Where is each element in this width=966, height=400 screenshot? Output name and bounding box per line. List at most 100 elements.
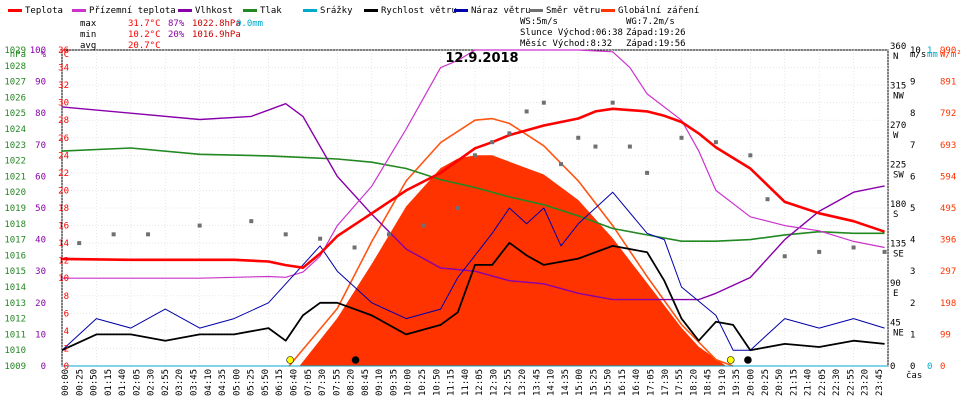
wind-direction-point bbox=[283, 232, 288, 237]
hpa-axis-tick: 1028 bbox=[4, 62, 26, 72]
wind-direction-point bbox=[593, 144, 598, 149]
hpa-axis-tick: 1018 bbox=[4, 220, 26, 230]
stats-value: 1016.9hPa bbox=[192, 30, 241, 40]
legend-label: Směr větru bbox=[546, 6, 600, 16]
x-tick: 08:45 bbox=[361, 369, 371, 396]
hpa-axis-tick: 1016 bbox=[4, 251, 26, 261]
temperature-axis-tick: 8 bbox=[64, 292, 69, 302]
hpa-axis-tick: 1026 bbox=[4, 93, 26, 103]
hpa-axis-tick: 1011 bbox=[4, 330, 26, 340]
radiation-axis-tick: 495 bbox=[940, 204, 956, 214]
x-tick: 22:55 bbox=[846, 369, 856, 396]
legend-swatch bbox=[72, 9, 86, 12]
radiation-axis-tick: 396 bbox=[940, 236, 956, 246]
wind-direction-point bbox=[524, 109, 529, 114]
wind-direction-point bbox=[559, 162, 564, 167]
stats-value: 1022.8hPa bbox=[192, 19, 241, 29]
sun-moon-marker bbox=[351, 356, 360, 364]
legend-label: Globální záření bbox=[618, 6, 699, 16]
series-line bbox=[62, 49, 885, 279]
legend-item: Náraz větru bbox=[454, 6, 531, 16]
series-area bbox=[299, 155, 727, 366]
hpa-axis-tick: 1019 bbox=[4, 204, 26, 214]
wind-direction-point bbox=[541, 100, 546, 105]
hpa-axis-tick: 1015 bbox=[4, 267, 26, 277]
x-tick: 17:30 bbox=[661, 369, 671, 396]
x-tick: 15:50 bbox=[604, 369, 614, 396]
temperature-axis-tick: 22 bbox=[58, 169, 69, 179]
x-tick: 00:00 bbox=[61, 369, 71, 396]
legend-item: Přízemní teplota bbox=[72, 6, 176, 16]
direction-tick: 315 bbox=[890, 82, 906, 92]
stats-value: avg bbox=[80, 41, 96, 51]
humidity-axis-tick: 10 bbox=[35, 330, 46, 340]
info-text: Západ:19:56 bbox=[626, 39, 686, 49]
x-tick: 07:55 bbox=[332, 369, 342, 396]
x-tick: 21:40 bbox=[804, 369, 814, 396]
direction-tick: NW bbox=[893, 92, 904, 102]
humidity-axis-tick: 40 bbox=[35, 236, 46, 246]
x-tick: 16:15 bbox=[618, 369, 628, 396]
x-tick: 04:10 bbox=[204, 369, 214, 396]
stats-value: 31.7°C bbox=[128, 19, 161, 29]
temperature-axis-tick: 28 bbox=[58, 116, 69, 126]
direction-tick: E bbox=[893, 289, 898, 299]
x-tick: 12:05 bbox=[475, 369, 485, 396]
temperature-axis-tick: 12 bbox=[58, 257, 69, 267]
x-tick: 14:10 bbox=[547, 369, 557, 396]
legend-item: Teplota bbox=[8, 6, 63, 16]
sun-moon-marker bbox=[726, 356, 735, 364]
wind-direction-point bbox=[851, 245, 856, 250]
x-tick: 08:20 bbox=[347, 369, 357, 396]
wind-direction-point bbox=[748, 153, 753, 158]
chart-title: 12.9.2018 bbox=[445, 51, 518, 66]
x-tick: 19:35 bbox=[732, 369, 742, 396]
wind-direction-point bbox=[197, 223, 202, 228]
legend-swatch bbox=[8, 9, 22, 12]
x-tick: 23:45 bbox=[875, 369, 885, 396]
temperature-axis-tick: 20 bbox=[58, 186, 69, 196]
temperature-axis-tick: 14 bbox=[58, 239, 69, 249]
temperature-axis-tick: 24 bbox=[58, 151, 69, 161]
series-line bbox=[61, 107, 886, 269]
x-tick: 03:20 bbox=[175, 369, 185, 396]
wind-speed-axis-tick: 2 bbox=[910, 299, 915, 309]
legend-label: Náraz větru bbox=[471, 6, 531, 16]
wind-direction-point bbox=[249, 219, 254, 224]
rain-axis-tick: 0 bbox=[927, 362, 932, 372]
hpa-axis-tick: 1013 bbox=[4, 299, 26, 309]
temperature-axis-tick: 6 bbox=[64, 309, 69, 319]
x-tick: 10:50 bbox=[432, 369, 442, 396]
wind-speed-axis-tick: 9 bbox=[910, 78, 915, 88]
legend-swatch bbox=[454, 9, 468, 12]
x-tick: 00:25 bbox=[75, 369, 85, 396]
info-text: Měsíc Východ:8:32 bbox=[520, 39, 612, 49]
stats-value: 20.7°C bbox=[128, 41, 161, 51]
x-tick: 04:35 bbox=[218, 369, 228, 396]
legend-label: Přízemní teplota bbox=[89, 6, 176, 16]
x-tick: 13:45 bbox=[532, 369, 542, 396]
hpa-axis-tick: 1021 bbox=[4, 172, 26, 182]
x-tick: 19:10 bbox=[718, 369, 728, 396]
direction-tick: 180 bbox=[890, 200, 906, 210]
x-tick: 06:15 bbox=[275, 369, 285, 396]
rain-axis-tick: 1 bbox=[927, 46, 932, 56]
wind-direction-point bbox=[645, 170, 650, 175]
stats-value: 10.2°C bbox=[128, 30, 161, 40]
wind-speed-axis-tick: 4 bbox=[910, 236, 915, 246]
series-line bbox=[61, 147, 885, 242]
direction-tick: 45 bbox=[890, 319, 901, 329]
temperature-axis-tick: 10 bbox=[58, 274, 69, 284]
wind-speed-axis-tick: 7 bbox=[910, 141, 915, 151]
x-tick: 02:55 bbox=[161, 369, 171, 396]
legend-swatch bbox=[178, 9, 192, 12]
temperature-axis-tick: 4 bbox=[64, 327, 69, 337]
humidity-axis-tick: 90 bbox=[35, 78, 46, 88]
x-tick: 15:25 bbox=[589, 369, 599, 396]
humidity-axis-tick: 50 bbox=[35, 204, 46, 214]
wind-speed-axis-label: m/s bbox=[910, 50, 926, 60]
x-tick: 01:15 bbox=[104, 369, 114, 396]
x-tick: 05:50 bbox=[261, 369, 271, 396]
direction-tick: 270 bbox=[890, 121, 906, 131]
temperature-axis-tick: 32 bbox=[58, 81, 69, 91]
